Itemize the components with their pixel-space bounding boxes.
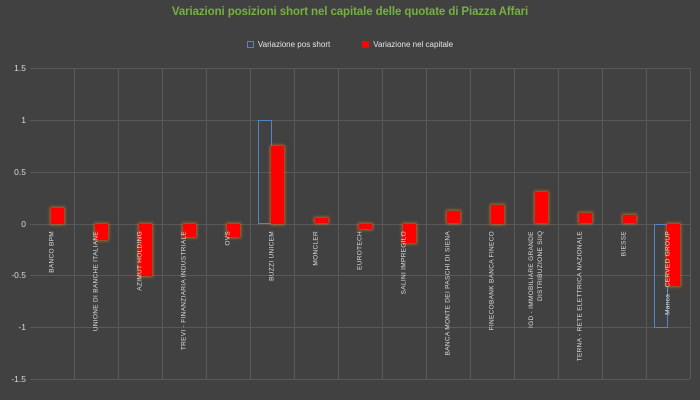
gridline-vertical: [162, 68, 163, 379]
category-label: IGD - IMMOBILIARE GRANDE DISTRIBUZIONE S…: [528, 231, 544, 328]
category-label: EUROTECH: [356, 231, 364, 270]
chart-title: Variazioni posizioni short nel capitale …: [171, 6, 529, 18]
category-label: BUZZI UNICEM: [268, 231, 276, 281]
legend-swatch-capitale-icon: [362, 41, 370, 48]
gridline-horizontal: [30, 275, 690, 276]
gridline-horizontal: [30, 120, 690, 121]
legend: Variazione pos short Variazione nel capi…: [0, 40, 700, 49]
legend-label-capitale: Variazione nel capitale: [373, 40, 454, 49]
legend-swatch-short-icon: [246, 41, 254, 48]
category-label: FINECOBANK BANCA FINECO: [488, 231, 496, 331]
gridline-vertical: [250, 68, 251, 379]
gridline-vertical: [206, 68, 207, 379]
gridline-vertical: [646, 68, 647, 379]
category-label: BANCA MONTE DEI PASCHI DI SIENA: [444, 231, 452, 356]
bar-variazione-nel-capitale: [359, 224, 372, 229]
legend-label-short: Variazione pos short: [257, 40, 331, 49]
category-label: UNIONE DI BANCHE ITALIANE: [92, 231, 100, 332]
gridline-vertical: [470, 68, 471, 379]
y-axis-tick-label: 1.5: [14, 63, 26, 73]
legend-item-capitale: Variazione nel capitale: [362, 40, 453, 49]
bar-variazione-nel-capitale: [315, 218, 328, 223]
y-axis-tick-label: 0.5: [14, 167, 26, 177]
gridline-vertical: [118, 68, 119, 379]
gridline-vertical: [602, 68, 603, 379]
bar-variazione-nel-capitale: [51, 208, 64, 224]
y-axis-tick-label: 1: [21, 115, 26, 125]
bar-variazione-nel-capitale: [271, 146, 284, 224]
bar-variazione-nel-capitale: [667, 224, 680, 286]
y-axis-tick-label: -0.5: [11, 270, 26, 280]
bar-variazione-nel-capitale: [447, 211, 460, 223]
legend-item-short: Variazione pos short: [246, 40, 331, 49]
bar-variazione-nel-capitale: [403, 224, 416, 243]
category-label: Manca - CERVED GROUP: [664, 231, 672, 315]
gridline-vertical: [426, 68, 427, 379]
category-label: TERNA - RETE ELETTRICA NAZIONALE: [576, 231, 584, 362]
bar-variazione-nel-capitale: [535, 192, 548, 223]
y-axis-tick-label: 0: [21, 219, 26, 229]
gridline-horizontal: [30, 379, 690, 380]
y-axis-tick-label: -1: [18, 322, 26, 332]
gridline-vertical: [690, 68, 691, 379]
category-label: MONCLER: [312, 231, 320, 266]
gridline-vertical: [74, 68, 75, 379]
category-label: SALINI IMPREGILO: [400, 231, 408, 295]
bar-variazione-nel-capitale: [183, 224, 196, 237]
bar-variazione-nel-capitale: [491, 205, 504, 224]
category-label: AZIMUT HOLDING: [136, 231, 144, 291]
bar-variazione-pos-short: [258, 120, 272, 224]
bar-variazione-nel-capitale: [227, 224, 240, 237]
y-axis-tick-label: -1.5: [11, 374, 26, 384]
gridline-horizontal: [30, 172, 690, 173]
bar-variazione-nel-capitale: [95, 224, 108, 240]
bar-variazione-nel-capitale: [623, 215, 636, 223]
gridline-vertical: [294, 68, 295, 379]
gridline-vertical: [338, 68, 339, 379]
gridline-horizontal: [30, 327, 690, 328]
category-label: TREVI - FINANZIARIA INDUSTRIALE: [180, 231, 188, 351]
category-label: BANCO BPM: [48, 231, 56, 273]
gridline-horizontal: [30, 68, 690, 69]
gridline-vertical: [558, 68, 559, 379]
gridline-vertical: [382, 68, 383, 379]
bar-variazione-nel-capitale: [139, 224, 152, 276]
category-label: BIESSE: [620, 231, 628, 257]
bar-variazione-nel-capitale: [579, 213, 592, 223]
category-label: OVS: [224, 231, 232, 246]
gridline-vertical: [514, 68, 515, 379]
